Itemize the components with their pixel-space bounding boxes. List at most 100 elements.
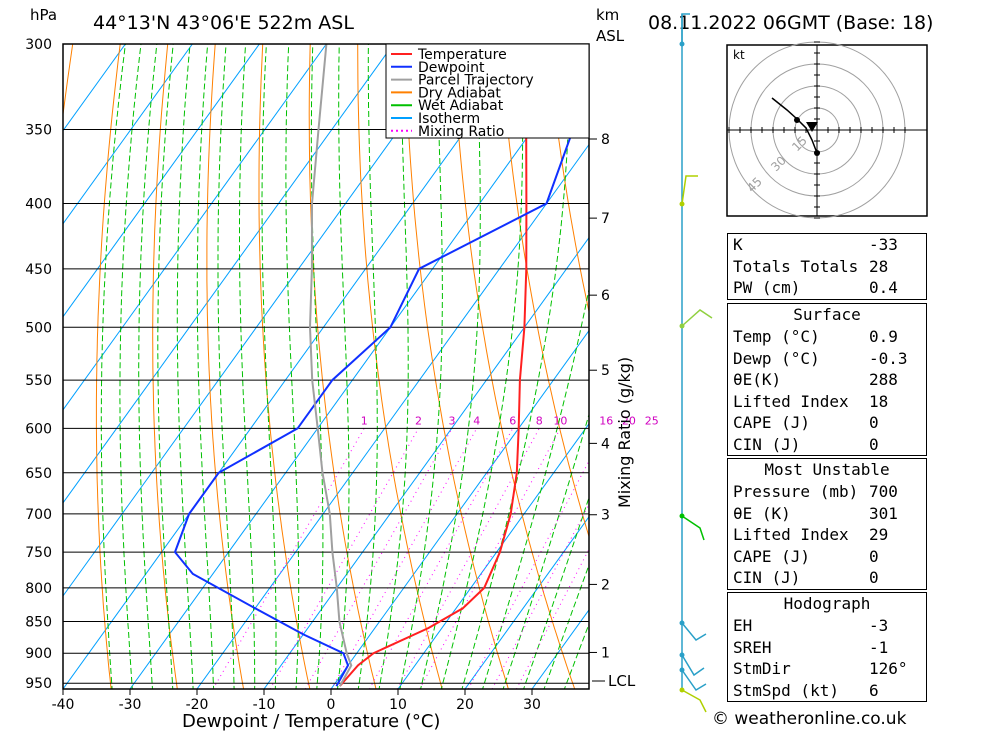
general-index-row: Totals Totals 28	[728, 256, 926, 278]
km-axis-ticks: 8 7 6 5 4 3 2 1	[589, 132, 610, 661]
wind-barb	[681, 515, 705, 541]
isotherm-line	[330, 329, 589, 689]
mixing-ratio-label: 25	[645, 414, 659, 427]
most-unstable-index-label: Lifted Index	[733, 525, 849, 544]
surface-index-value: 288	[869, 370, 898, 389]
most-unstable-index-row: Pressure (mb) 700	[728, 481, 926, 503]
wet-adiabat-line	[196, 44, 215, 689]
x-axis-title: Dewpoint / Temperature (°C)	[182, 711, 440, 732]
copyright-text: © weatheronline.co.uk	[712, 709, 907, 729]
hodograph-index-row: StmDir 126°	[728, 658, 926, 680]
surface-index-value: 18	[869, 391, 889, 411]
km-tick-label: 7	[601, 211, 610, 227]
pressure-tick-label: 300	[25, 37, 52, 53]
km-tick-label: 8	[601, 132, 610, 148]
lcl-label: LCL	[608, 672, 636, 690]
hodograph-index-value: -3	[869, 616, 889, 635]
most-unstable-index-row: Lifted Index 29	[728, 524, 926, 546]
isotherm-line	[464, 515, 589, 689]
mixing-ratio-label: 4	[473, 414, 480, 427]
wet-adiabat-line	[261, 44, 277, 689]
dry-adiabat-line	[452, 44, 576, 689]
pressure-tick-label: 450	[25, 262, 52, 278]
pressure-tick-label: 350	[25, 122, 52, 138]
wet-adiabat-line	[378, 44, 409, 689]
wind-barb	[681, 654, 705, 677]
legend-box	[385, 43, 590, 139]
most-unstable-index-label: Pressure (mb)	[733, 482, 859, 501]
isotherm-line	[63, 44, 193, 225]
most-unstable-index-value: 0	[869, 546, 879, 566]
surface-title: Surface	[793, 305, 861, 324]
pressure-tick-label: 850	[25, 615, 52, 631]
surface-index-label: Temp (°C)	[733, 327, 820, 346]
dry-adiabat-line	[404, 44, 509, 689]
km-label: km	[596, 6, 619, 24]
pressure-tick-label: 950	[25, 676, 52, 692]
pressure-tick-label: 600	[25, 421, 52, 437]
surface-index-label: CIN (J)	[733, 434, 801, 454]
km-tick-label: 3	[601, 508, 610, 524]
dry-adiabat-line	[308, 44, 377, 689]
wind-barb-dot	[679, 620, 685, 626]
most-unstable-index-row: CIN (J) 0	[728, 567, 926, 589]
general-index-label: PW (cm)	[733, 278, 801, 297]
wet-adiabat-line	[217, 44, 235, 689]
km-tick-label: 5	[601, 363, 610, 379]
pressure-tick-label: 400	[25, 197, 52, 213]
wind-barb	[681, 13, 690, 44]
isotherm-line	[196, 143, 589, 689]
surface-index-row: θE(K) 288	[728, 369, 926, 391]
dry-adiabat-line	[95, 44, 121, 689]
surface-index-row: Dewp (°C) -0.3	[728, 348, 926, 370]
wind-barb	[681, 622, 707, 641]
location-title: 44°13'N 43°06'E 522m ASL	[93, 12, 354, 34]
pressure-tick-label: 500	[25, 320, 52, 336]
most-unstable-index-value: 29	[869, 525, 889, 544]
hodograph-point	[814, 150, 820, 156]
wet-adiabat-line	[440, 44, 524, 689]
most-unstable-index-label: CIN (J)	[733, 568, 801, 587]
most-unstable-index-value: 301	[869, 503, 898, 523]
isobar-lines	[63, 43, 589, 684]
mixing-ratio-label: 1	[361, 414, 368, 427]
most-unstable-panel: Most Unstable Pressure (mb) 700 θE (K) 301 L…	[727, 458, 927, 590]
isotherm-line	[63, 44, 528, 689]
wind-barb-dot	[679, 687, 685, 693]
most-unstable-index-row: θE (K) 301	[728, 503, 926, 525]
isotherm-line	[397, 422, 589, 689]
wet-adiabat-line	[357, 44, 378, 689]
wet-adiabat-line	[399, 44, 443, 689]
surface-index-value: 0	[869, 413, 879, 432]
pressure-tick-label: 900	[25, 646, 52, 662]
wind-profile-column	[679, 13, 713, 713]
mixing-ratio-labels: 1 2 3 4 6 8 10 16 20 25	[361, 414, 659, 427]
profile-dewpoint	[173, 61, 589, 687]
surface-index-label: CAPE (J)	[733, 413, 811, 432]
most-unstable-title: Most Unstable	[764, 460, 890, 479]
mixing-ratio-line	[467, 459, 589, 689]
datetime-title: 08.11.2022 06GMT (Base: 18)	[648, 12, 933, 34]
x-tick-label: -10	[253, 697, 276, 713]
profile-lines	[173, 44, 589, 687]
wet-adiabat-line	[336, 44, 350, 689]
general-index-row: PW (cm) 0.4	[728, 277, 926, 299]
km-tick-label: 6	[601, 288, 610, 304]
surface-index-row: CAPE (J) 0	[728, 412, 926, 434]
hodograph-index-label: StmDir	[733, 659, 791, 678]
pressure-axis-ticks: 300 350 400 450 500 550 600 650 700 750 800 850 900 9…	[25, 37, 52, 692]
isotherm-line	[129, 50, 589, 689]
hodograph-index-label: StmSpd (kt)	[733, 680, 839, 700]
general-index-label: Totals Totals	[733, 256, 859, 276]
km-tick-label: 1	[601, 645, 610, 661]
wind-barb-dot	[679, 513, 685, 519]
wet-adiabat-line	[482, 286, 589, 689]
mixing-ratio-label: 2	[415, 414, 422, 427]
dry-adiabat-line	[928, 44, 1000, 689]
storm-motion-marker	[806, 122, 818, 132]
mixing-ratio-line	[212, 428, 365, 689]
general-index-value: 28	[869, 256, 889, 276]
hodograph-index-value: 126°	[869, 659, 908, 678]
